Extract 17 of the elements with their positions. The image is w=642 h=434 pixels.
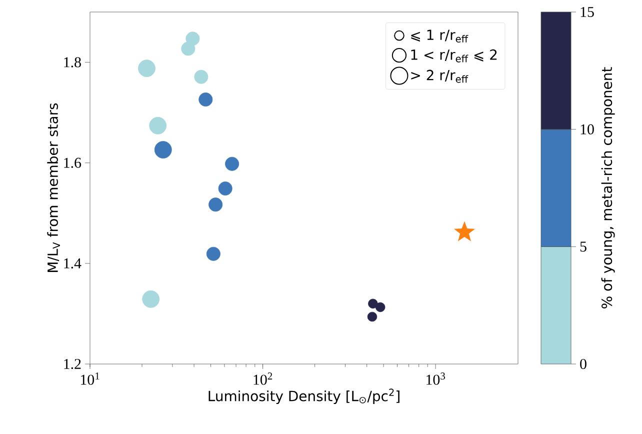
color-bar-label: 10 <box>580 124 594 134</box>
color-bar-title: % of young, metal-rich component <box>601 67 615 308</box>
color-bar-label: 5 <box>580 242 586 252</box>
y-axis-title: M/L$_{V}$ from member stars <box>47 103 60 272</box>
y-tick-label: 1.2 <box>64 358 81 370</box>
y-tick-label: 1.6 <box>64 158 82 168</box>
legend-label: 1 < r/r$_{eff}$ ⩽ 2 <box>411 49 497 62</box>
y-tick-label: 1.8 <box>64 57 81 68</box>
legend-label: ⩽ 1 r/r$_{eff}$ <box>411 30 468 43</box>
y-tick-label: 1.4 <box>64 258 82 268</box>
color-bar-label: 0 <box>580 358 586 370</box>
x-tick-label: 10$^{1}$ <box>80 372 100 385</box>
x-axis-title: Luminosity Density [L$_{⊙}$/pc$^{2}$] <box>208 388 400 404</box>
legend-label: > 2 r/r$_{eff}$ <box>411 70 468 83</box>
x-tick-label: 10$^{2}$ <box>254 372 272 385</box>
x-tick-label: 10$^{3}$ <box>426 372 445 385</box>
color-bar-label: 15 <box>580 6 594 17</box>
